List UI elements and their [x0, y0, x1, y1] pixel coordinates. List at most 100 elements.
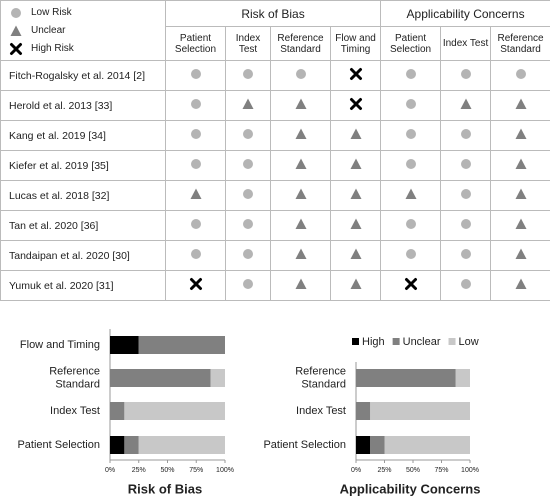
rating-cell	[225, 210, 271, 241]
rating-symbol	[405, 69, 416, 79]
low-risk-symbol	[460, 279, 471, 289]
rating-cell	[440, 270, 492, 301]
unclear-symbol	[295, 98, 306, 109]
unclear-symbol	[350, 188, 362, 199]
rating-symbol	[460, 129, 471, 139]
rating-symbol	[515, 98, 527, 109]
study-row: Yumuk et al. 2020 [31]	[0, 270, 550, 301]
rating-cell	[490, 240, 550, 271]
bar-segment	[210, 369, 225, 387]
rating-cell	[270, 120, 331, 151]
rating-cell	[329, 90, 382, 121]
study-name: Tan et al. 2020 [36]	[0, 210, 166, 241]
bar-segment	[110, 369, 211, 387]
bar-segment	[124, 436, 139, 454]
rating-symbol	[460, 189, 471, 199]
rating-cell	[440, 60, 492, 91]
rating-symbol	[242, 98, 254, 109]
low-risk-symbol	[460, 159, 471, 169]
y-tick-label: Reference Standard	[295, 365, 346, 390]
unclear-symbol	[295, 128, 306, 139]
rating-cell	[490, 180, 550, 211]
rating-cell	[490, 270, 550, 301]
rating-cell	[165, 180, 226, 211]
rating-symbol	[10, 43, 22, 55]
unclear-symbol	[295, 188, 306, 199]
unclear-symbol	[515, 98, 527, 109]
y-tick-label: Patient Selection	[17, 439, 100, 451]
x-tick-label: 100%	[461, 467, 479, 474]
rating-cell	[225, 60, 271, 91]
charts: Risk of Bias 0% 25% 50% 75% 100% Flow and Timi…	[17, 329, 480, 496]
low-risk-symbol	[190, 249, 201, 259]
low-risk-symbol	[405, 159, 416, 169]
column-header: Reference Standard	[490, 26, 550, 61]
unclear-symbol	[460, 98, 472, 109]
legend-cell: Low Risk Unclear High Risk	[0, 0, 166, 61]
rating-cell	[329, 150, 382, 181]
y-tick-label: Reference Standard	[49, 365, 100, 390]
study-row: Tan et al. 2020 [36]	[0, 210, 550, 241]
rating-cell	[270, 270, 331, 301]
unclear-symbol	[295, 158, 306, 169]
rating-symbol	[295, 188, 306, 199]
rating-symbol	[295, 218, 306, 229]
low-risk-symbol	[190, 219, 201, 229]
legend-label: High	[362, 336, 385, 348]
study-name: Kang et al. 2019 [34]	[0, 120, 166, 151]
rating-cell	[440, 150, 492, 181]
rating-cell	[490, 210, 550, 241]
x-tick-label: 25%	[377, 467, 391, 474]
rating-cell	[165, 240, 226, 271]
high-risk-symbol	[404, 278, 417, 290]
rating-cell	[329, 240, 382, 271]
rating-symbol	[405, 99, 416, 109]
rating-cell	[440, 90, 492, 121]
column-header: Index Test	[225, 26, 271, 61]
rating-symbol	[515, 278, 527, 289]
bar-segment	[370, 402, 470, 420]
low-risk-symbol	[243, 189, 253, 199]
rating-symbol	[189, 278, 202, 290]
low-risk-symbol	[460, 189, 471, 199]
rating-cell	[380, 210, 442, 241]
rating-cell	[165, 120, 226, 151]
rating-cell	[165, 150, 226, 181]
rating-cell	[270, 60, 331, 91]
rating-cell	[329, 120, 382, 151]
low-risk-symbol	[405, 69, 416, 79]
rating-symbol	[295, 278, 306, 289]
x-tick-label: 0%	[105, 467, 115, 474]
rating-symbol	[515, 158, 527, 169]
rating-symbol	[405, 188, 417, 199]
low-risk-symbol	[405, 219, 416, 229]
study-row: Tandaipan et al. 2020 [30]	[0, 240, 550, 271]
rating-cell	[225, 240, 271, 271]
low-risk-symbol	[405, 249, 416, 259]
rating-symbol	[515, 218, 527, 229]
rating-cell	[225, 150, 271, 181]
x-tick-label: 100%	[216, 467, 234, 474]
rating-symbol	[405, 249, 416, 259]
rating-cell	[270, 210, 331, 241]
study-row: Kang et al. 2019 [34]	[0, 120, 550, 151]
study-name: Herold et al. 2013 [33]	[0, 90, 166, 121]
unclear-symbol	[515, 248, 527, 259]
unclear-symbol	[405, 188, 417, 199]
low-risk-symbol	[405, 99, 416, 109]
rating-cell	[225, 180, 271, 211]
rating-symbol	[349, 68, 362, 80]
bar-segment	[138, 336, 225, 354]
y-tick-label: Index Test	[296, 405, 346, 417]
rating-cell	[225, 120, 271, 151]
legend-swatch	[392, 338, 400, 345]
unclear-symbol	[515, 158, 527, 169]
column-header: Patient Selection	[380, 26, 442, 61]
bar-segment	[110, 336, 139, 354]
rating-symbol	[295, 128, 306, 139]
legend-label: Unclear	[31, 25, 66, 36]
rating-cell	[165, 60, 226, 91]
rating-symbol	[350, 128, 362, 139]
high-risk-symbol	[349, 98, 362, 110]
